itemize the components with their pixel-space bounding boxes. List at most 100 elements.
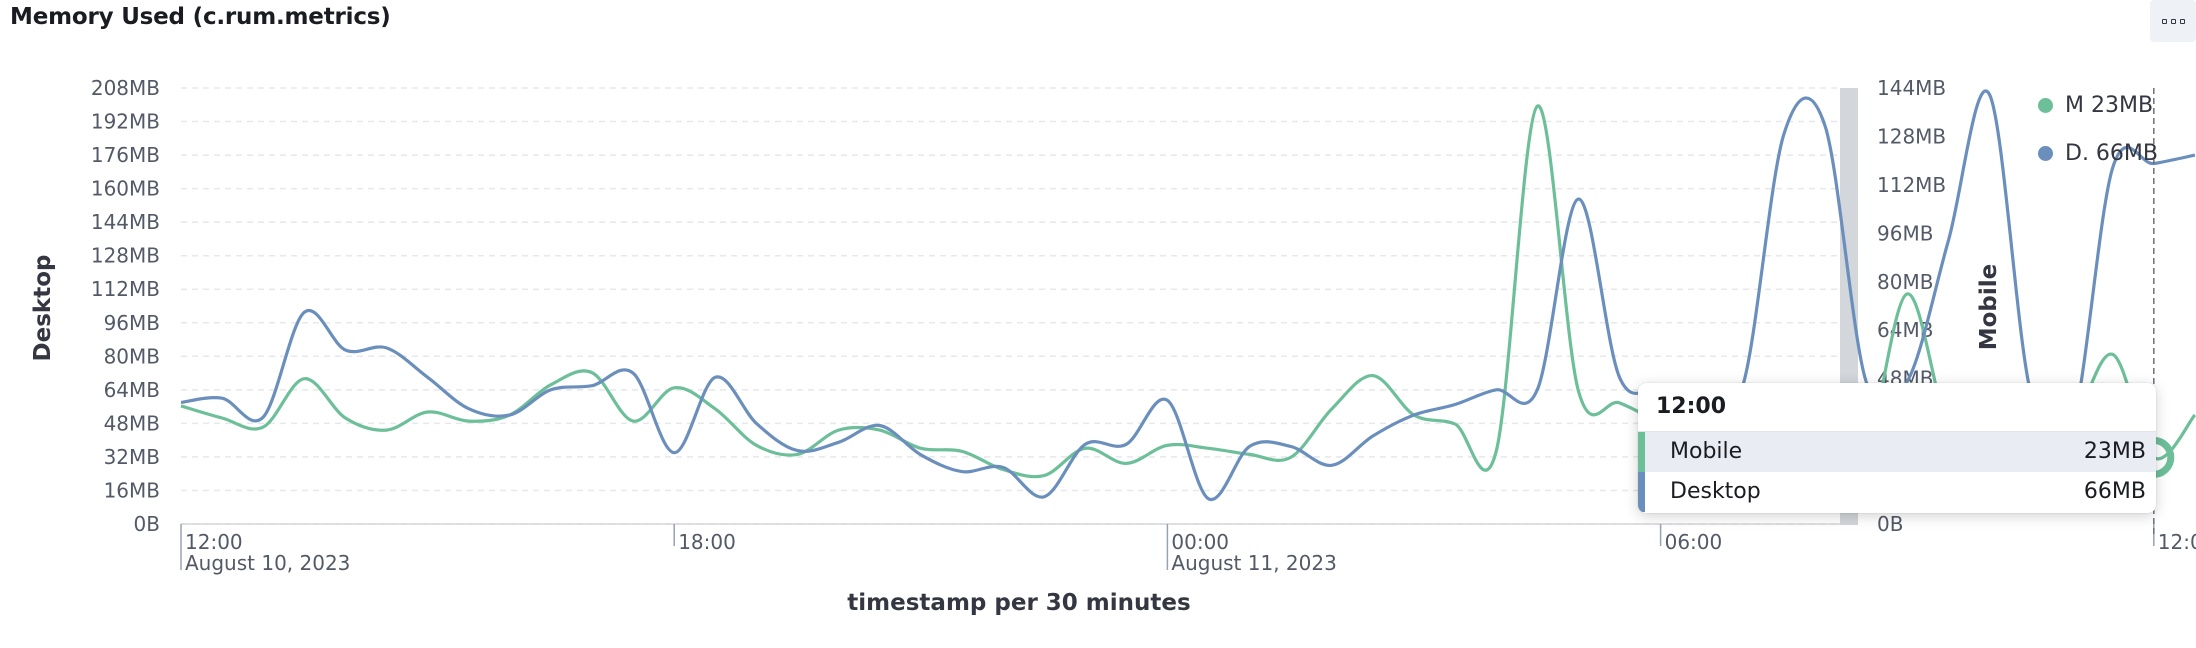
data-point-mobile: [631, 419, 635, 423]
data-point-desktop: [1124, 442, 1128, 446]
data-point-mobile: [837, 428, 841, 432]
x-tick-sublabel: August 11, 2023: [1171, 551, 1336, 575]
data-point-desktop: [1618, 375, 1622, 379]
y-left-tick-label: 80MB: [104, 344, 160, 368]
data-point-desktop: [343, 348, 347, 352]
legend-dot-mobile: [2038, 98, 2053, 113]
tooltip-row-mobile: Mobile 23MB: [1638, 432, 2156, 472]
y-left-tick-label: 96MB: [104, 311, 160, 335]
data-point-mobile: [2111, 352, 2115, 356]
data-point-desktop: [1535, 388, 1539, 392]
data-point-desktop: [1371, 434, 1375, 438]
data-point-desktop: [467, 407, 471, 411]
y-right-tick-label: 80MB: [1877, 270, 1933, 294]
data-point-desktop: [1083, 442, 1087, 446]
tooltip-time: 12:00: [1638, 383, 2156, 432]
tooltip-row-desktop: Desktop 66MB: [1638, 472, 2156, 512]
data-point-desktop: [1165, 398, 1169, 402]
data-point-desktop: [220, 396, 224, 400]
data-point-mobile: [590, 371, 594, 375]
legend-item-desktop[interactable]: D. 66MB: [2038, 136, 2158, 170]
y-right-tick-label: 0B: [1877, 512, 1903, 536]
legend-item-mobile[interactable]: M 23MB: [2038, 88, 2158, 122]
data-point-mobile: [1042, 474, 1046, 478]
data-point-mobile: [179, 404, 183, 408]
data-point-mobile: [1330, 407, 1334, 411]
y-left-tick-label: 32MB: [104, 445, 160, 469]
tooltip-value-desktop: 66MB: [2084, 472, 2146, 512]
data-point-mobile: [796, 452, 800, 456]
data-point-desktop: [1248, 444, 1252, 448]
y-left-tick-label: 64MB: [104, 378, 160, 402]
data-point-desktop: [1494, 388, 1498, 392]
y-left-tick-label: 176MB: [91, 143, 160, 167]
data-point-mobile: [960, 449, 964, 453]
data-point-desktop: [837, 440, 841, 444]
data-point-desktop: [878, 423, 882, 427]
data-point-desktop: [1289, 444, 1293, 448]
tooltip-swatch-mobile: [1638, 432, 1645, 472]
data-point-mobile: [1124, 461, 1128, 465]
y-right-tick-label: 144MB: [1877, 76, 1946, 100]
data-point-mobile: [1207, 446, 1211, 450]
y-left-tick-label: 128MB: [91, 244, 160, 268]
data-point-desktop: [960, 470, 964, 474]
data-point-mobile: [1248, 452, 1252, 456]
tooltip-label-desktop: Desktop: [1670, 472, 1761, 512]
data-point-desktop: [1001, 465, 1005, 469]
data-point-mobile: [1289, 455, 1293, 459]
x-tick-sublabel: August 10, 2023: [185, 551, 350, 575]
data-point-mobile: [1905, 292, 1909, 296]
grid-lines: [181, 88, 1840, 524]
y-left-tick-label: 16MB: [104, 478, 160, 502]
data-point-mobile: [1618, 401, 1622, 405]
data-point-mobile: [878, 428, 882, 432]
y-left-tick-label: 48MB: [104, 411, 160, 435]
data-point-desktop: [549, 388, 553, 392]
data-point-desktop: [302, 310, 306, 314]
legend-label-mobile: M 23MB: [2065, 93, 2153, 118]
data-point-mobile: [261, 425, 265, 429]
data-point-desktop: [919, 453, 923, 457]
data-point-desktop: [508, 413, 512, 417]
data-point-mobile: [1494, 449, 1498, 453]
data-point-desktop: [1987, 92, 1991, 96]
tooltip-label-mobile: Mobile: [1670, 432, 1742, 472]
data-point-mobile: [1453, 422, 1457, 426]
x-tick-label: 18:00: [678, 530, 736, 554]
data-point-desktop: [426, 375, 430, 379]
data-point-desktop: [672, 451, 676, 455]
x-axis-title: timestamp per 30 minutes: [847, 590, 1190, 616]
data-point-desktop: [631, 371, 635, 375]
y-axis-right-title: Mobile: [1976, 264, 2002, 351]
y-axis-left-title: Desktop: [30, 255, 56, 362]
chart-tooltip: 12:00 Mobile 23MB Desktop 66MB: [1638, 383, 2156, 513]
legend-dot-desktop: [2038, 146, 2053, 161]
y-left-tick-label: 0B: [134, 512, 160, 536]
data-point-mobile: [713, 407, 717, 411]
data-point-desktop: [261, 415, 265, 419]
data-point-mobile: [1535, 104, 1539, 108]
chart-legend: M 23MB D. 66MB: [2038, 88, 2158, 184]
data-point-desktop: [1453, 403, 1457, 407]
tooltip-value-mobile: 23MB: [2084, 432, 2146, 472]
data-point-mobile: [1165, 443, 1169, 447]
data-point-mobile: [385, 428, 389, 432]
tooltip-swatch-desktop: [1638, 472, 1645, 512]
data-point-desktop: [1823, 124, 1827, 128]
data-point-mobile: [426, 410, 430, 414]
data-point-desktop: [754, 421, 758, 425]
data-point-desktop: [385, 346, 389, 350]
data-point-mobile: [220, 416, 224, 420]
x-tick-label: 06:00: [1665, 530, 1723, 554]
data-point-mobile: [302, 377, 306, 381]
data-point-mobile: [343, 416, 347, 420]
y-left-tick-label: 112MB: [91, 277, 160, 301]
x-tick-label: 12:00: [2158, 530, 2196, 554]
data-point-desktop: [713, 375, 717, 379]
data-point-desktop: [179, 400, 183, 404]
data-point-desktop: [1330, 463, 1334, 467]
y-right-tick-label: 128MB: [1877, 124, 1946, 148]
data-point-desktop: [1782, 132, 1786, 136]
